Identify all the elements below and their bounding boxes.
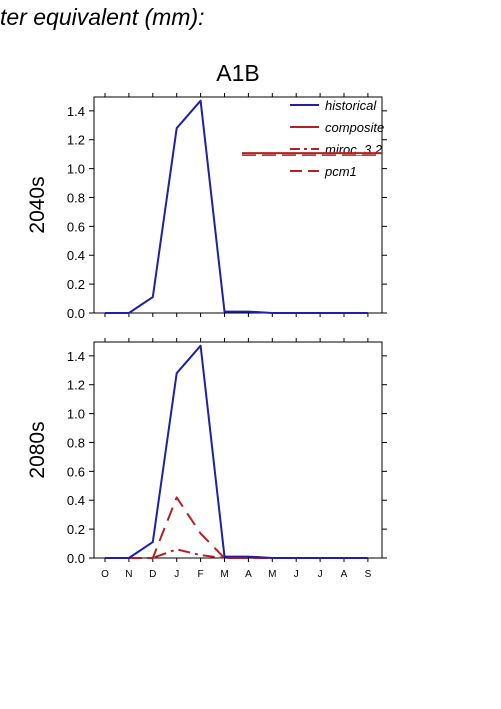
scenario-title: A1B — [216, 60, 259, 86]
legend-label: pcm1 — [324, 164, 357, 179]
y-tick-label: 1.0 — [67, 407, 85, 422]
series-line-historical — [105, 344, 368, 559]
x-tick-label: J — [174, 569, 179, 580]
x-tick-label: M — [268, 569, 276, 580]
panel-label: 2080s — [26, 421, 49, 478]
x-tick-label: J — [318, 569, 323, 580]
y-tick-label: 1.0 — [67, 162, 85, 177]
x-tick-label: F — [198, 569, 204, 580]
legend-label: historical — [325, 98, 377, 113]
y-tick-label: 0.4 — [67, 248, 85, 263]
x-tick-label: O — [101, 569, 109, 580]
x-tick-label: S — [365, 569, 372, 580]
y-tick-label: 0.8 — [67, 190, 85, 205]
plot-frame — [93, 341, 383, 559]
y-tick-label: 0.0 — [67, 306, 85, 321]
y-tick-label: 0.0 — [67, 551, 85, 566]
y-tick-label: 1.4 — [67, 104, 85, 119]
plot-frame — [93, 96, 383, 314]
y-tick-label: 0.4 — [67, 493, 85, 508]
legend-label: composite — [325, 120, 384, 135]
y-tick-label: 0.8 — [67, 435, 85, 450]
y-tick-label: 1.4 — [67, 349, 85, 364]
x-tick-label: M — [220, 569, 228, 580]
x-tick-label: A — [341, 569, 348, 580]
x-tick-label: J — [294, 569, 299, 580]
x-tick-label: D — [149, 569, 156, 580]
page-title: ter equivalent (mm): — [0, 4, 205, 30]
panel-label: 2040s — [26, 176, 49, 233]
y-tick-label: 1.2 — [67, 378, 85, 393]
x-tick-label: A — [245, 569, 252, 580]
y-tick-label: 0.2 — [67, 522, 85, 537]
x-tick-label: N — [125, 569, 132, 580]
y-tick-label: 1.2 — [67, 133, 85, 148]
y-tick-label: 0.6 — [67, 219, 85, 234]
y-tick-label: 0.6 — [67, 464, 85, 479]
series-line-historical — [105, 99, 368, 314]
y-tick-label: 0.2 — [67, 277, 85, 292]
series-line-pcm1 — [105, 496, 368, 559]
